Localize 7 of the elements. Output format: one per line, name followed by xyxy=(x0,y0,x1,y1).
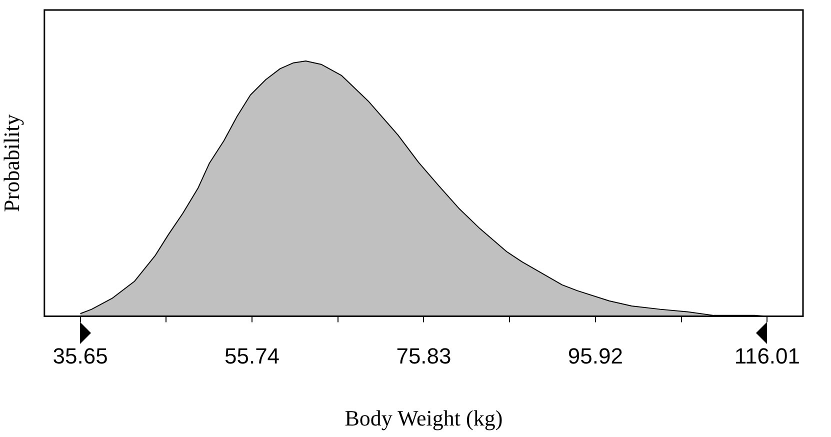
x-tick-label: 35.65 xyxy=(52,343,108,368)
x-axis-title: Body Weight (kg) xyxy=(344,406,503,431)
x-tick-label: 75.83 xyxy=(396,343,452,368)
x-tick-label: 95.92 xyxy=(568,343,623,368)
y-axis-title: Probability xyxy=(0,114,24,212)
x-tick-label: 55.74 xyxy=(224,343,280,368)
x-tick-label: 116.01 xyxy=(734,343,800,368)
